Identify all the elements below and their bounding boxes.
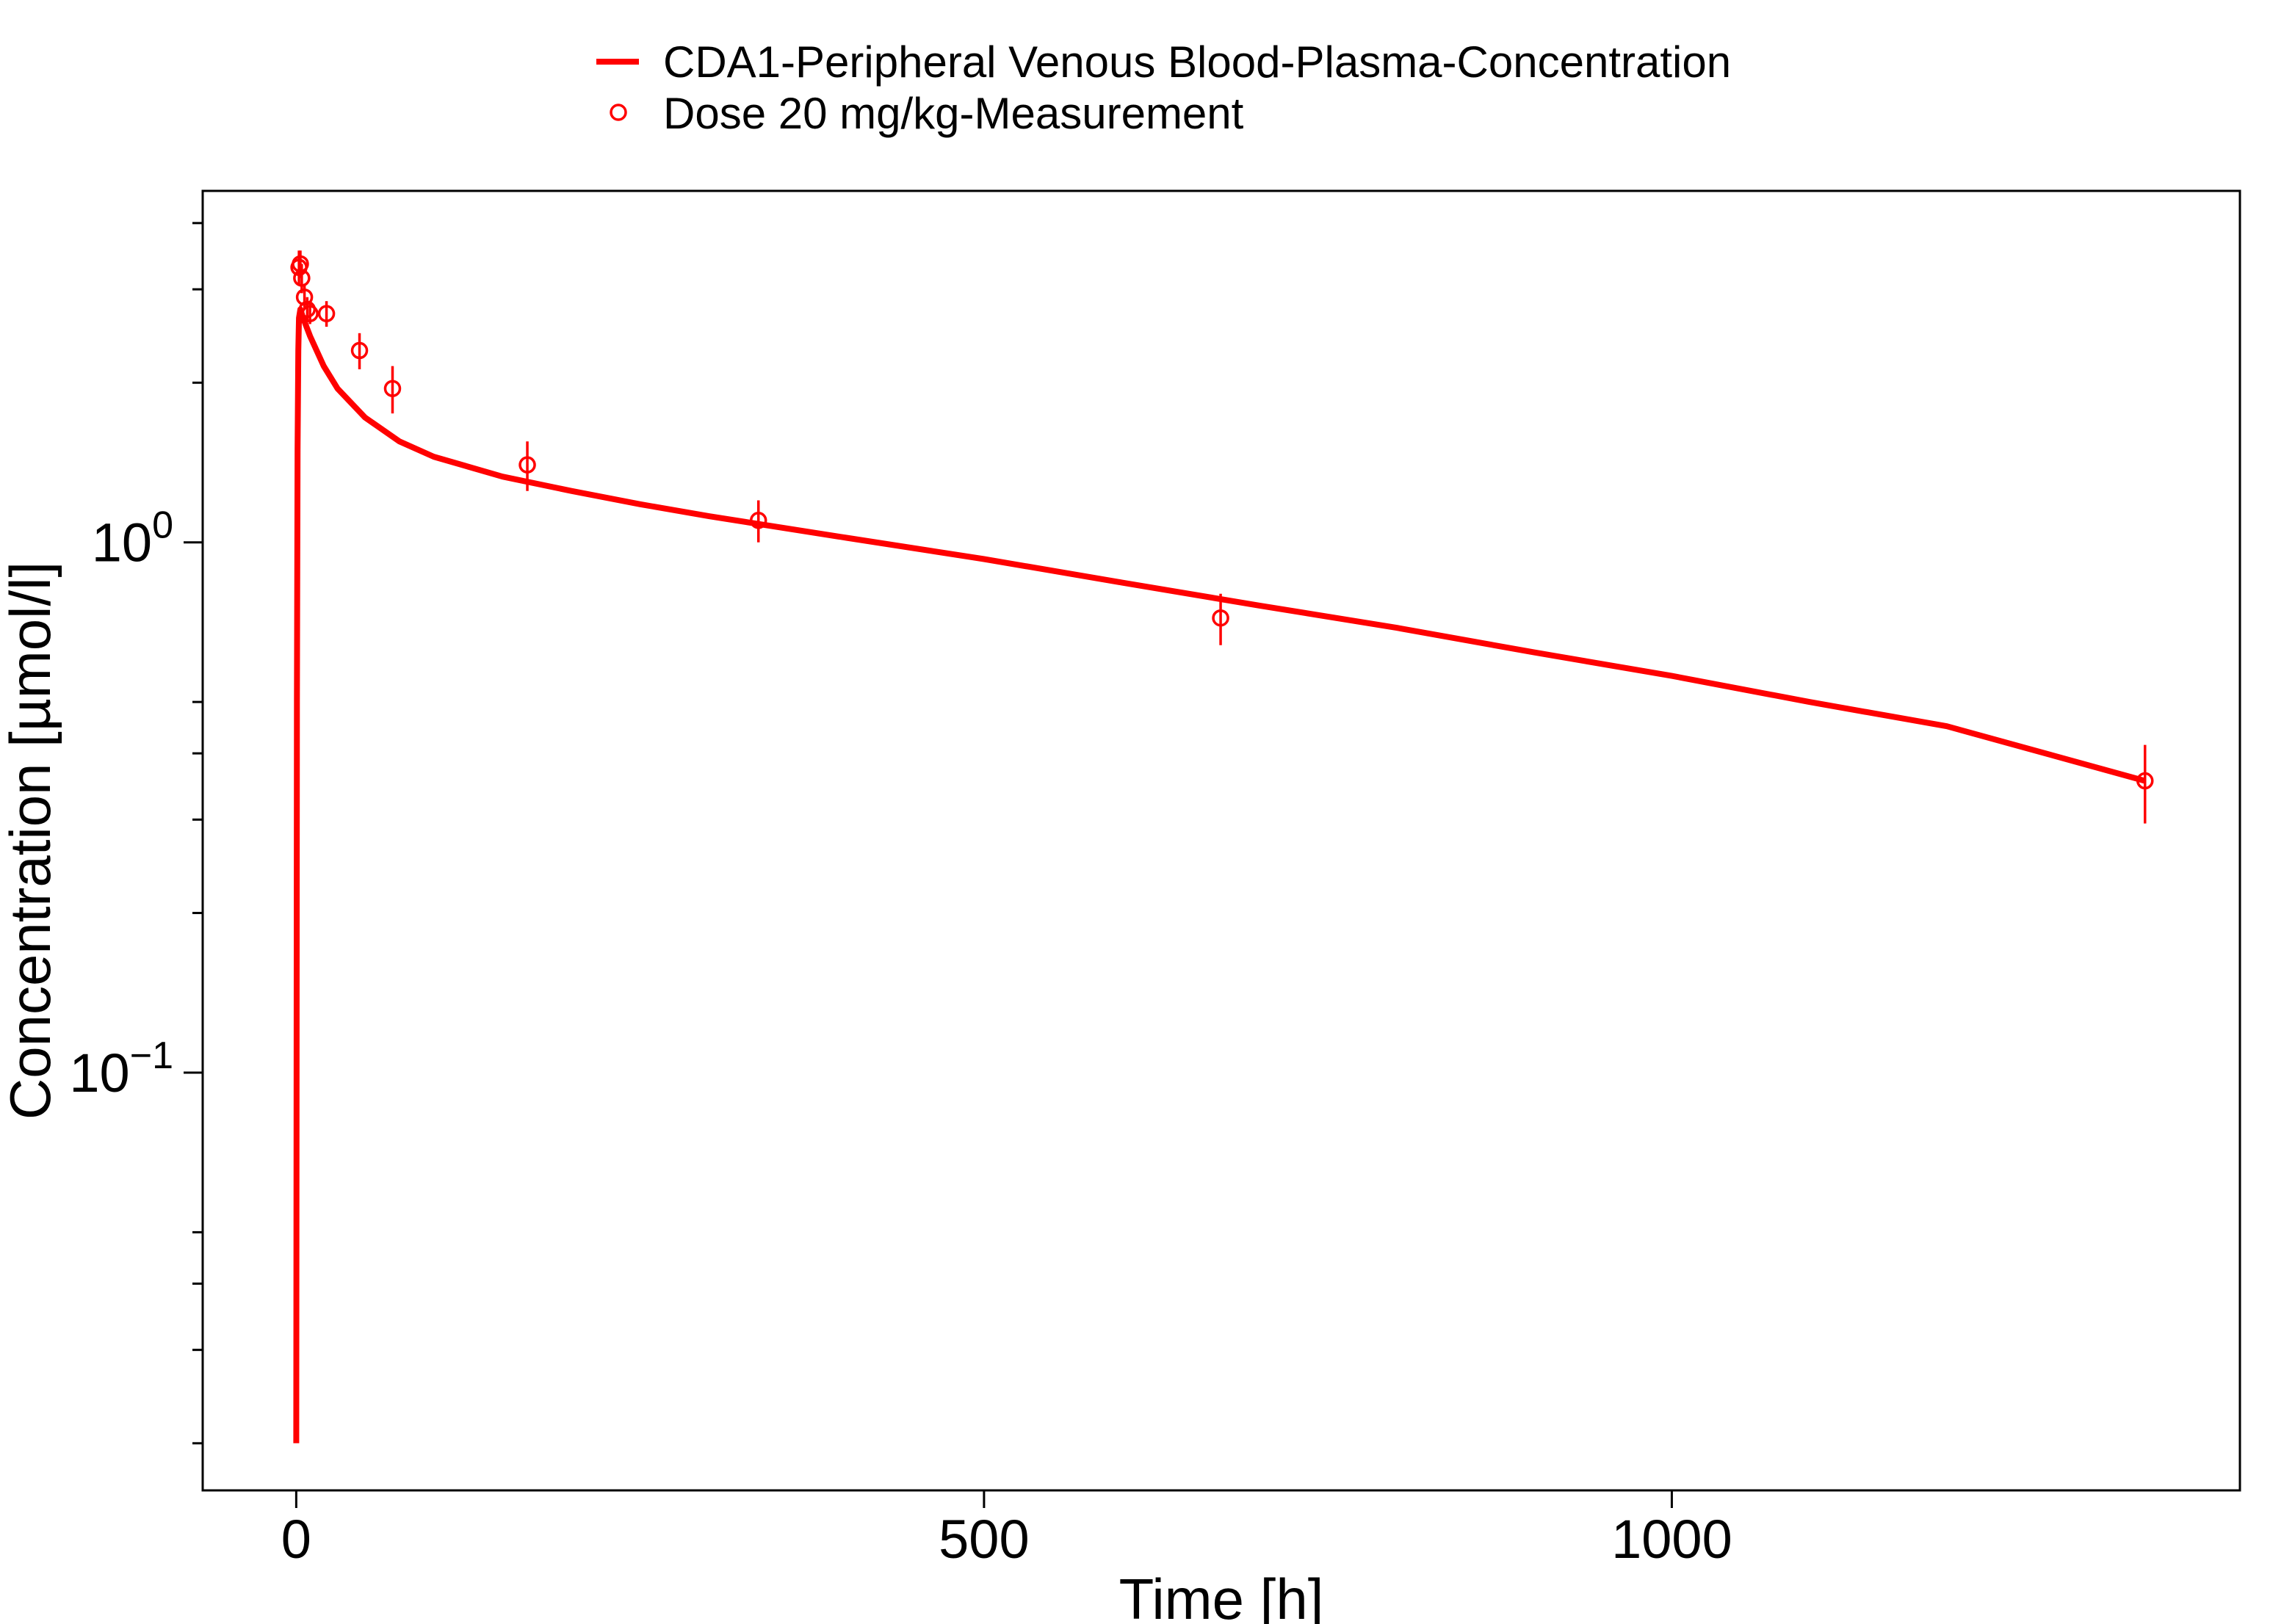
data-point	[2136, 772, 2154, 790]
legend-label-series-1: CDA1-Peripheral Venous Blood-Plasma-Conc…	[663, 37, 1731, 87]
data-point	[518, 456, 536, 474]
data-point	[1212, 609, 1229, 627]
x-axis-title: Time [h]	[1119, 1567, 1324, 1624]
data-point	[350, 341, 369, 360]
plot-frame	[201, 189, 2241, 1492]
plot-area	[290, 250, 2154, 1443]
y-axis-title: Concentration [µmol/l]	[0, 562, 62, 1120]
x-tick-label: 1000	[1611, 1509, 1732, 1570]
legend-marker-swatch	[610, 104, 627, 121]
legend: CDA1-Peripheral Venous Blood-Plasma-Conc…	[596, 37, 1731, 138]
data-point	[749, 512, 767, 529]
y-tick-label: 100	[92, 504, 173, 573]
y-axis: 100 10−1	[69, 222, 203, 1445]
data-point	[317, 305, 336, 322]
data-point	[383, 380, 402, 397]
x-tick-label: 0	[281, 1509, 311, 1570]
y-tick-label: 10−1	[69, 1034, 173, 1103]
legend-label-series-2: Dose 20 mg/kg-Measurement	[663, 89, 1244, 138]
x-tick-label: 500	[939, 1509, 1029, 1570]
series-line-1	[293, 306, 2146, 1443]
x-axis: 0 500 1000	[281, 1490, 1732, 1570]
data-point	[295, 288, 314, 306]
data-point	[301, 305, 319, 322]
data-point	[293, 269, 311, 287]
